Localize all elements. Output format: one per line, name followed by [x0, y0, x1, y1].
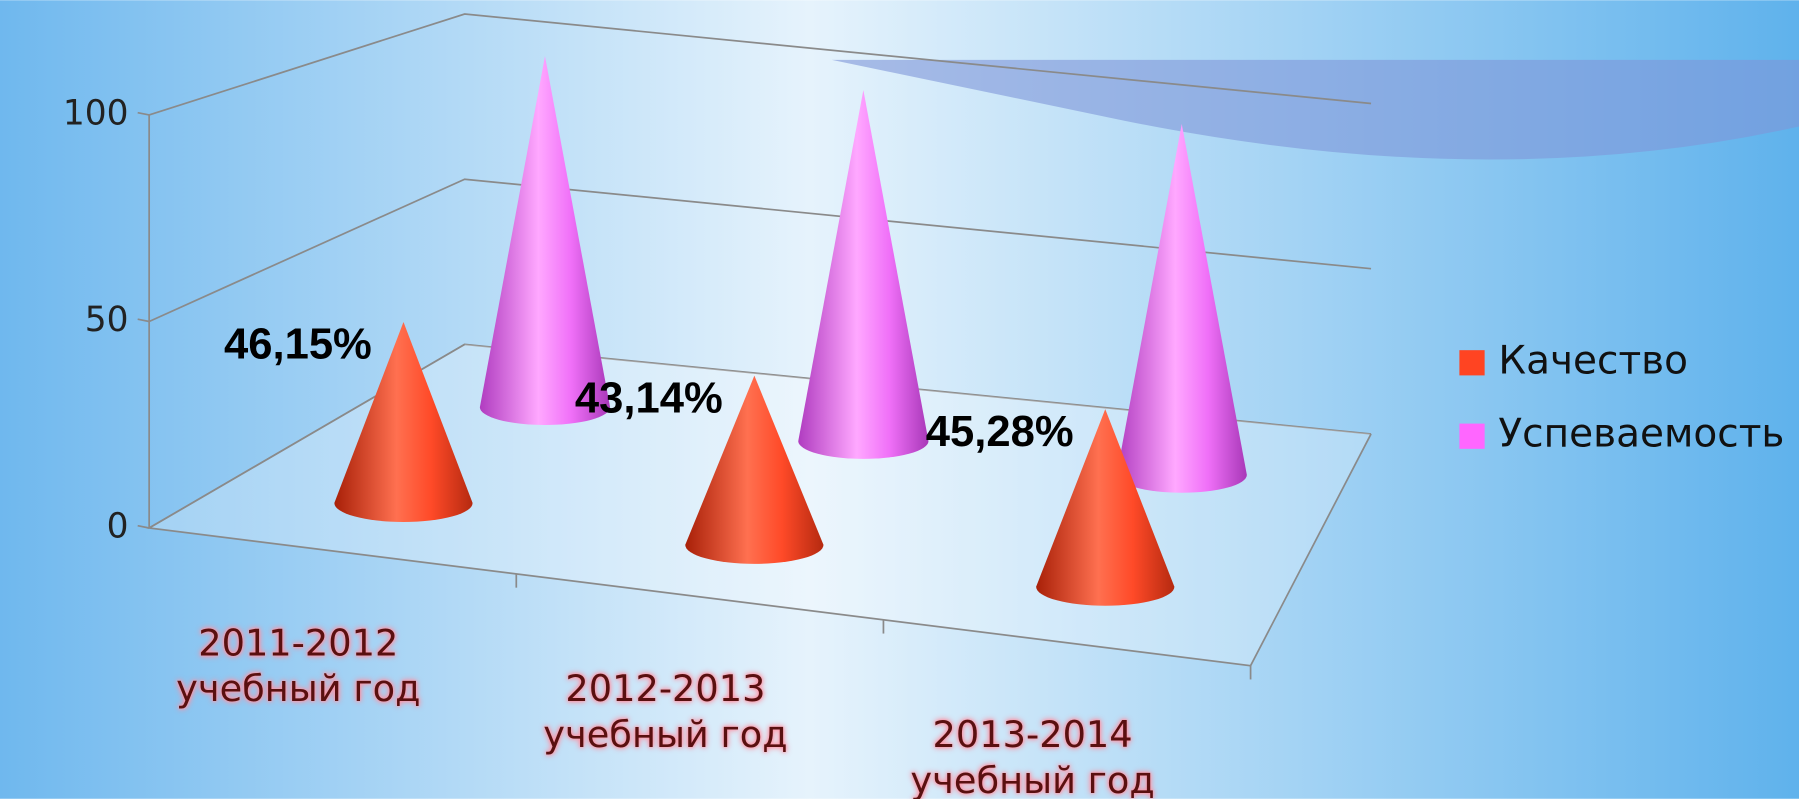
- x-tick-label: 2011-2012 учебный год: [161, 620, 436, 712]
- y-tick-label: 100: [63, 93, 129, 133]
- x-label-box: 2013-2014 учебный год: [883, 712, 1181, 799]
- legend-label: Успеваемость: [1498, 412, 1784, 457]
- legend-swatch: [1459, 424, 1484, 449]
- x-tick-label: 2013-2014 учебный год: [895, 712, 1170, 799]
- y-tick-label: 50: [85, 300, 129, 340]
- x-label-box: 2012-2013 учебный год: [516, 666, 814, 781]
- legend-label: Качество: [1498, 338, 1688, 383]
- data-label: 43,14%: [575, 374, 723, 422]
- x-label-box: 2011-2012 учебный год: [149, 620, 447, 735]
- chart: 0 50 100 46,15% 43,14% 45,28% 2011-2012 учебны…: [0, 0, 1799, 799]
- y-tick-label: 0: [107, 507, 129, 547]
- data-label: 45,28%: [926, 408, 1074, 456]
- legend-swatch: [1459, 350, 1484, 375]
- page: 0 50 100 46,15% 43,14% 45,28% 2011-2012 учебны…: [0, 0, 1799, 799]
- data-label: 46,15%: [224, 321, 372, 369]
- x-tick-label: 2012-2013 учебный год: [528, 666, 803, 758]
